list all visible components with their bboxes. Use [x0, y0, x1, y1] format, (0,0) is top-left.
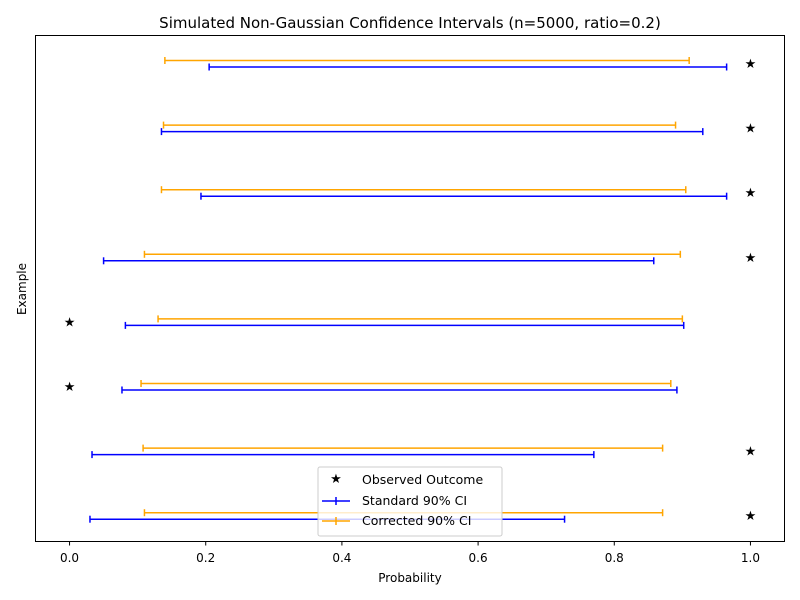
chart-marks: ★ ★ ★ ★ ★ ★ ★ ★: [64, 57, 757, 524]
observed-outcome-marker: ★: [745, 445, 757, 460]
example-6: ★: [64, 380, 678, 395]
observed-outcome-marker: ★: [745, 122, 757, 137]
x-axis-ticks: 0.0 0.2 0.4 0.6 0.8 1.0: [60, 541, 760, 565]
example-1: ★: [164, 57, 757, 72]
chart-title: Simulated Non-Gaussian Confidence Interv…: [159, 14, 661, 32]
x-tick-label: 0.6: [469, 551, 488, 565]
observed-outcome-marker: ★: [745, 186, 757, 201]
legend-observed-label: Observed Outcome: [362, 472, 483, 487]
observed-outcome-marker: ★: [745, 57, 757, 72]
x-tick-label: 0.8: [605, 551, 624, 565]
example-3: ★: [160, 186, 757, 201]
legend-standard-label: Standard 90% CI: [362, 493, 467, 508]
example-4: ★: [102, 251, 757, 266]
legend-box: [317, 466, 503, 537]
legend-corrected-label: Corrected 90% CI: [362, 513, 471, 528]
observed-outcome-marker: ★: [745, 509, 757, 524]
x-axis-label: Probability: [378, 571, 441, 585]
example-5: ★: [64, 315, 685, 330]
legend: ★ Observed Outcome Standard 90% CI Corre…: [317, 466, 503, 537]
example-7: ★: [91, 444, 757, 460]
y-axis-label: Example: [15, 263, 29, 315]
x-tick-label: 1.0: [741, 551, 760, 565]
observed-outcome-marker: ★: [64, 315, 76, 330]
x-tick-label: 0.0: [60, 551, 79, 565]
legend-corrected-marker: [322, 517, 350, 525]
x-tick-label: 0.4: [332, 551, 351, 565]
plot-area-frame: [35, 35, 785, 542]
legend-observed-marker: ★: [330, 472, 342, 487]
observed-outcome-marker: ★: [745, 251, 757, 266]
x-tick-label: 0.2: [196, 551, 215, 565]
example-2: ★: [160, 121, 757, 137]
observed-outcome-marker: ★: [64, 380, 76, 395]
legend-standard-marker: [322, 497, 350, 505]
